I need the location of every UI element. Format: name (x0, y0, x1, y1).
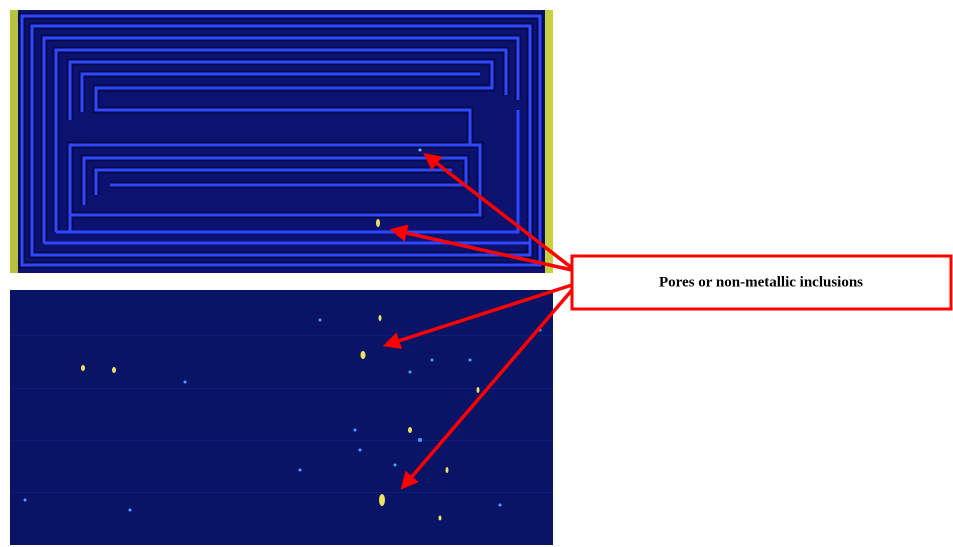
annotation-box (570, 254, 953, 311)
scan-image-top (10, 10, 553, 273)
annotation-label: Pores or non-metallic inclusions (659, 274, 863, 290)
arrows (382, 152, 574, 490)
scan-image-bottom (10, 290, 553, 545)
